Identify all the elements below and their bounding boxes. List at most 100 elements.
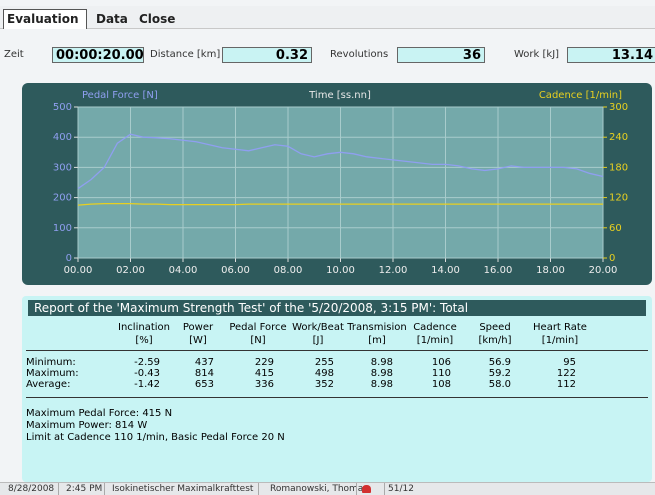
- cell: 498: [314, 368, 334, 379]
- chart: Pedal Force [N] Time [ss.nn] Cadence [1/…: [53, 90, 628, 276]
- status-item: Romanowski, Thomas: [270, 484, 369, 494]
- y-axis-label: Pedal Force [N]: [82, 90, 158, 101]
- cell: 415: [254, 368, 274, 379]
- field-value: 36: [397, 47, 485, 63]
- row-label: Minimum:: [26, 357, 76, 368]
- note: Limit at Cadence 110 1/min, Basic Pedal …: [26, 432, 285, 443]
- y2-tick-label: 120: [609, 193, 628, 204]
- status-item: 8/28/2008: [8, 484, 55, 494]
- column-unit: [1/min]: [416, 335, 454, 346]
- x-tick-label: 10.00: [326, 265, 355, 276]
- row-label: Maximum:: [26, 368, 79, 379]
- x-tick-label: 14.00: [431, 265, 460, 276]
- status-item: 2:45 PM: [66, 484, 103, 494]
- column-unit: [km/h]: [478, 335, 512, 346]
- tab[interactable]: Data: [96, 12, 128, 26]
- cell: 255: [314, 357, 334, 368]
- field-value: 00:00:20.00: [52, 47, 144, 63]
- chart-panel: Pedal Force [N] Time [ss.nn] Cadence [1/…: [22, 83, 652, 285]
- y-tick-label: 0: [66, 253, 72, 264]
- x-tick-label: 06.00: [221, 265, 250, 276]
- column-unit: [m]: [368, 335, 386, 346]
- column-header: Speed: [479, 322, 511, 333]
- field-value: 0.32: [222, 47, 312, 63]
- field-label: Zeit: [4, 49, 24, 60]
- cell: 8.98: [370, 379, 393, 390]
- x-tick-label: 20.00: [589, 265, 618, 276]
- x-tick-label: 00.00: [64, 265, 93, 276]
- status-bar: 8/28/2008 2:45 PM Isokinetischer Maximalkr…: [0, 482, 655, 495]
- cell: 814: [194, 368, 214, 379]
- cell: 95: [563, 357, 576, 368]
- column-header: Inclination: [118, 322, 170, 333]
- y2-tick-label: 60: [609, 223, 622, 234]
- y-tick-label: 100: [53, 223, 72, 234]
- column-header: Work/Beat: [292, 322, 344, 333]
- status-item: Isokinetischer Maximalkrafttest: [112, 484, 254, 494]
- y2-axis-label: Cadence [1/min]: [539, 90, 622, 101]
- separator: [104, 483, 105, 495]
- separator: [258, 483, 259, 495]
- cell: 110: [431, 368, 451, 379]
- cell: 8.98: [370, 368, 393, 379]
- field-value: 13.14: [567, 47, 655, 63]
- column-unit: [W]: [189, 335, 207, 346]
- y2-tick-label: 240: [609, 132, 628, 143]
- divider: [26, 350, 648, 351]
- cell: 106: [431, 357, 451, 368]
- y-tick-label: 500: [53, 102, 72, 113]
- column-header: Transmision: [347, 322, 407, 333]
- cell: 56.9: [488, 357, 511, 368]
- tab[interactable]: Close: [139, 12, 176, 26]
- cell: 653: [194, 379, 214, 390]
- y-tick-label: 200: [53, 193, 72, 204]
- field-label: Distance [km]: [150, 49, 221, 60]
- note: Maximum Pedal Force: 415 N: [26, 408, 173, 419]
- separator: [356, 483, 357, 495]
- cell: 437: [194, 357, 214, 368]
- separator: [58, 483, 59, 495]
- x-tick-label: 04.00: [169, 265, 198, 276]
- report-panel: Report of the 'Maximum Strength Test' of…: [22, 296, 652, 482]
- cell: 112: [556, 379, 576, 390]
- column-header: Heart Rate: [533, 322, 587, 333]
- cell: 59.2: [488, 368, 511, 379]
- column-header: Pedal Force: [229, 322, 287, 333]
- tab-selected: [3, 9, 87, 29]
- y2-tick-label: 180: [609, 162, 628, 173]
- report-title: Report of the 'Maximum Strength Test' of…: [28, 300, 646, 316]
- column-unit: [%]: [135, 335, 153, 346]
- cell: 229: [254, 357, 274, 368]
- cell: -1.42: [134, 379, 160, 390]
- x-axis-label: Time [ss.nn]: [308, 90, 371, 101]
- status-item: 51/12: [388, 484, 414, 494]
- cell: 8.98: [370, 357, 393, 368]
- cell: -2.59: [134, 357, 160, 368]
- divider: [26, 397, 648, 398]
- row-label: Average:: [26, 379, 71, 390]
- x-tick-label: 18.00: [536, 265, 565, 276]
- field-label: Revolutions: [330, 49, 389, 60]
- separator: [384, 483, 385, 495]
- column-unit: [N]: [250, 335, 266, 346]
- x-tick-label: 12.00: [379, 265, 408, 276]
- series-line: [77, 202, 603, 206]
- column-unit: [J]: [312, 335, 324, 346]
- tab[interactable]: Evaluation: [7, 12, 79, 26]
- x-tick-label: 08.00: [274, 265, 303, 276]
- y2-tick-label: 300: [609, 102, 628, 113]
- column-header: Power: [182, 322, 214, 333]
- column-unit: [1/min]: [541, 335, 579, 346]
- x-tick-label: 02.00: [116, 265, 145, 276]
- note: Maximum Power: 814 W: [26, 420, 148, 431]
- field-label: Work [kJ]: [514, 49, 560, 60]
- cell: -0.43: [134, 368, 160, 379]
- cell: 122: [556, 368, 576, 379]
- cell: 108: [431, 379, 451, 390]
- series-line: [77, 133, 604, 190]
- y2-tick-label: 0: [609, 253, 615, 264]
- cell: 336: [254, 379, 274, 390]
- cell: 58.0: [488, 379, 511, 390]
- x-tick-label: 16.00: [484, 265, 513, 276]
